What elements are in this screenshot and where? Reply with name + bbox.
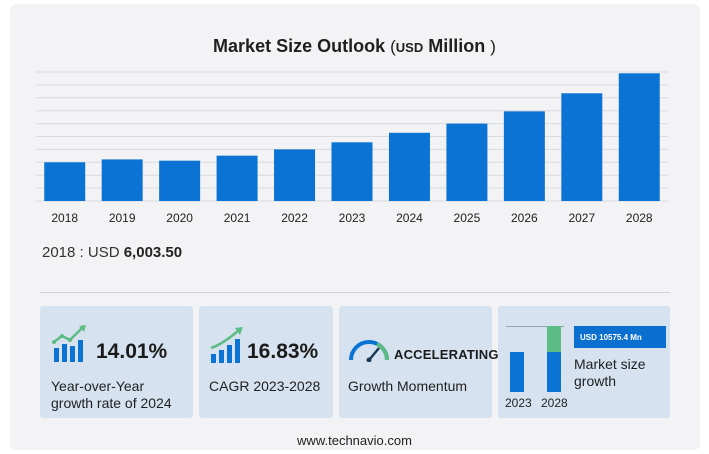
- x-tick-label: 2021: [224, 211, 251, 225]
- chart-title: Market Size Outlook (USD Million ): [213, 36, 496, 56]
- source-url: www.technavio.com: [297, 433, 412, 448]
- x-tick-label: 2025: [454, 211, 481, 225]
- rising-bars-icon: [52, 325, 86, 362]
- cagr-caption: CAGR 2023-2028: [209, 378, 321, 394]
- mini-year-b: 2028: [541, 396, 568, 410]
- bar-2026: [503, 111, 545, 201]
- base-year-value: 2018 : USD 6,003.50: [42, 244, 183, 261]
- yoy-growth-card: 14.01% Year-over-Year growth rate of 202…: [40, 306, 193, 418]
- yoy-value: 14.01%: [96, 340, 168, 363]
- bar-2020: [159, 160, 201, 201]
- mini-chart-guide: [506, 326, 564, 327]
- divider: [40, 292, 670, 293]
- momentum-caption: Growth Momentum: [348, 378, 468, 394]
- mini-bar-growth: [547, 326, 561, 352]
- x-tick-label: 2020: [166, 211, 193, 225]
- bar-chart: 2018 2019 2020 2021 2022 2023 2024 2025 2026 2027…: [36, 71, 668, 225]
- bar-2022: [274, 149, 316, 201]
- trend-arrow-bars-icon: [210, 327, 243, 363]
- x-tick-label: 2027: [568, 211, 595, 225]
- bar-2018: [44, 162, 86, 201]
- speedometer-icon: [349, 340, 389, 362]
- momentum-card: ACCELERATING Growth Momentum: [339, 306, 499, 418]
- bar-2024: [388, 132, 430, 201]
- market-growth-caption: Market size growth: [574, 356, 646, 389]
- cagr-value: 16.83%: [247, 340, 319, 363]
- x-tick-label: 2028: [626, 211, 653, 225]
- bar-2025: [446, 123, 488, 201]
- market-growth-card: USD 10575.4 Mn 2023 2028 Market size gro…: [498, 306, 670, 418]
- bar-2028: [618, 73, 660, 201]
- yoy-caption: Year-over-Year growth rate of 2024: [51, 378, 172, 411]
- mini-year-a: 2023: [505, 396, 532, 410]
- mini-bar-2028: [547, 352, 561, 392]
- cagr-card: 16.83% CAGR 2023-2028: [199, 306, 333, 418]
- bar-2021: [216, 155, 258, 201]
- x-tick-label: 2026: [511, 211, 538, 225]
- bar-2027: [561, 93, 603, 201]
- bar-2019: [101, 159, 143, 201]
- momentum-value: ACCELERATING: [394, 347, 499, 362]
- x-tick-label: 2022: [281, 211, 308, 225]
- mini-bar-2023: [510, 352, 524, 392]
- x-tick-label: 2023: [339, 211, 366, 225]
- x-tick-label: 2019: [109, 211, 136, 225]
- market-size-badge: USD 10575.4 Mn: [574, 326, 666, 348]
- x-tick-label: 2018: [51, 211, 78, 225]
- bar-2023: [331, 142, 373, 201]
- x-tick-label: 2024: [396, 211, 423, 225]
